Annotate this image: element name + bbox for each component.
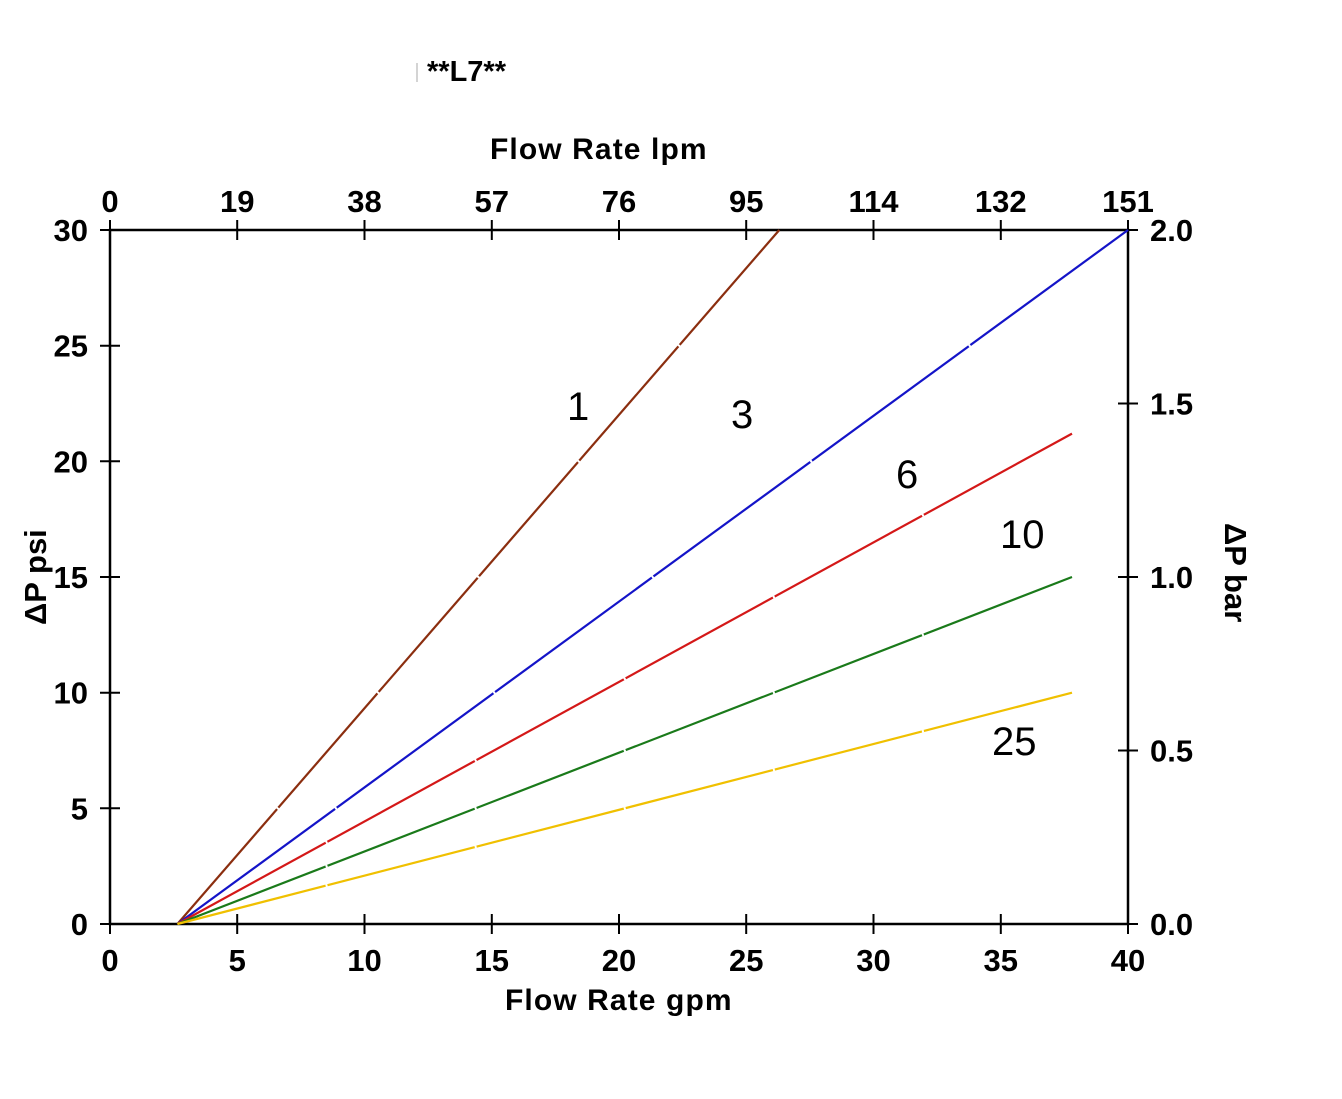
svg-text:10: 10 bbox=[54, 676, 88, 711]
svg-text:151: 151 bbox=[1102, 184, 1154, 219]
svg-text:1.0: 1.0 bbox=[1150, 560, 1193, 595]
svg-text:25: 25 bbox=[729, 943, 763, 978]
svg-text:3: 3 bbox=[731, 393, 753, 437]
svg-text:57: 57 bbox=[475, 184, 509, 219]
svg-text:30: 30 bbox=[54, 213, 88, 248]
svg-text:19: 19 bbox=[220, 184, 254, 219]
svg-text:20: 20 bbox=[602, 943, 636, 978]
svg-text:5: 5 bbox=[229, 943, 246, 978]
svg-text:25: 25 bbox=[54, 329, 88, 364]
svg-text:76: 76 bbox=[602, 184, 636, 219]
svg-text:15: 15 bbox=[475, 943, 509, 978]
svg-text:25: 25 bbox=[992, 720, 1037, 764]
svg-text:10: 10 bbox=[347, 943, 381, 978]
svg-text:1.5: 1.5 bbox=[1150, 387, 1193, 422]
svg-text:ΔP bar: ΔP bar bbox=[1218, 523, 1253, 622]
svg-text:35: 35 bbox=[984, 943, 1018, 978]
svg-text:114: 114 bbox=[848, 184, 899, 219]
svg-text:40: 40 bbox=[1111, 943, 1145, 978]
svg-text:0: 0 bbox=[101, 184, 118, 219]
svg-text:ΔP psi: ΔP psi bbox=[18, 529, 53, 625]
svg-text:6: 6 bbox=[896, 453, 918, 497]
svg-text:15: 15 bbox=[54, 560, 88, 595]
svg-text:10: 10 bbox=[1000, 513, 1045, 557]
svg-text:Flow Rate lpm: Flow Rate lpm bbox=[490, 133, 708, 166]
svg-text:**L7**: **L7** bbox=[427, 56, 507, 88]
svg-text:0: 0 bbox=[71, 907, 88, 942]
svg-text:2.0: 2.0 bbox=[1150, 213, 1193, 248]
svg-text:20: 20 bbox=[54, 444, 88, 479]
svg-text:30: 30 bbox=[856, 943, 890, 978]
svg-text:5: 5 bbox=[71, 791, 88, 826]
svg-text:0.5: 0.5 bbox=[1150, 734, 1193, 769]
svg-text:95: 95 bbox=[729, 184, 763, 219]
svg-text:Flow Rate gpm: Flow Rate gpm bbox=[505, 984, 733, 1017]
svg-text:38: 38 bbox=[347, 184, 381, 219]
svg-text:0: 0 bbox=[101, 943, 118, 978]
svg-text:132: 132 bbox=[975, 184, 1027, 219]
svg-text:0.0: 0.0 bbox=[1150, 907, 1193, 942]
svg-text:1: 1 bbox=[567, 385, 589, 429]
